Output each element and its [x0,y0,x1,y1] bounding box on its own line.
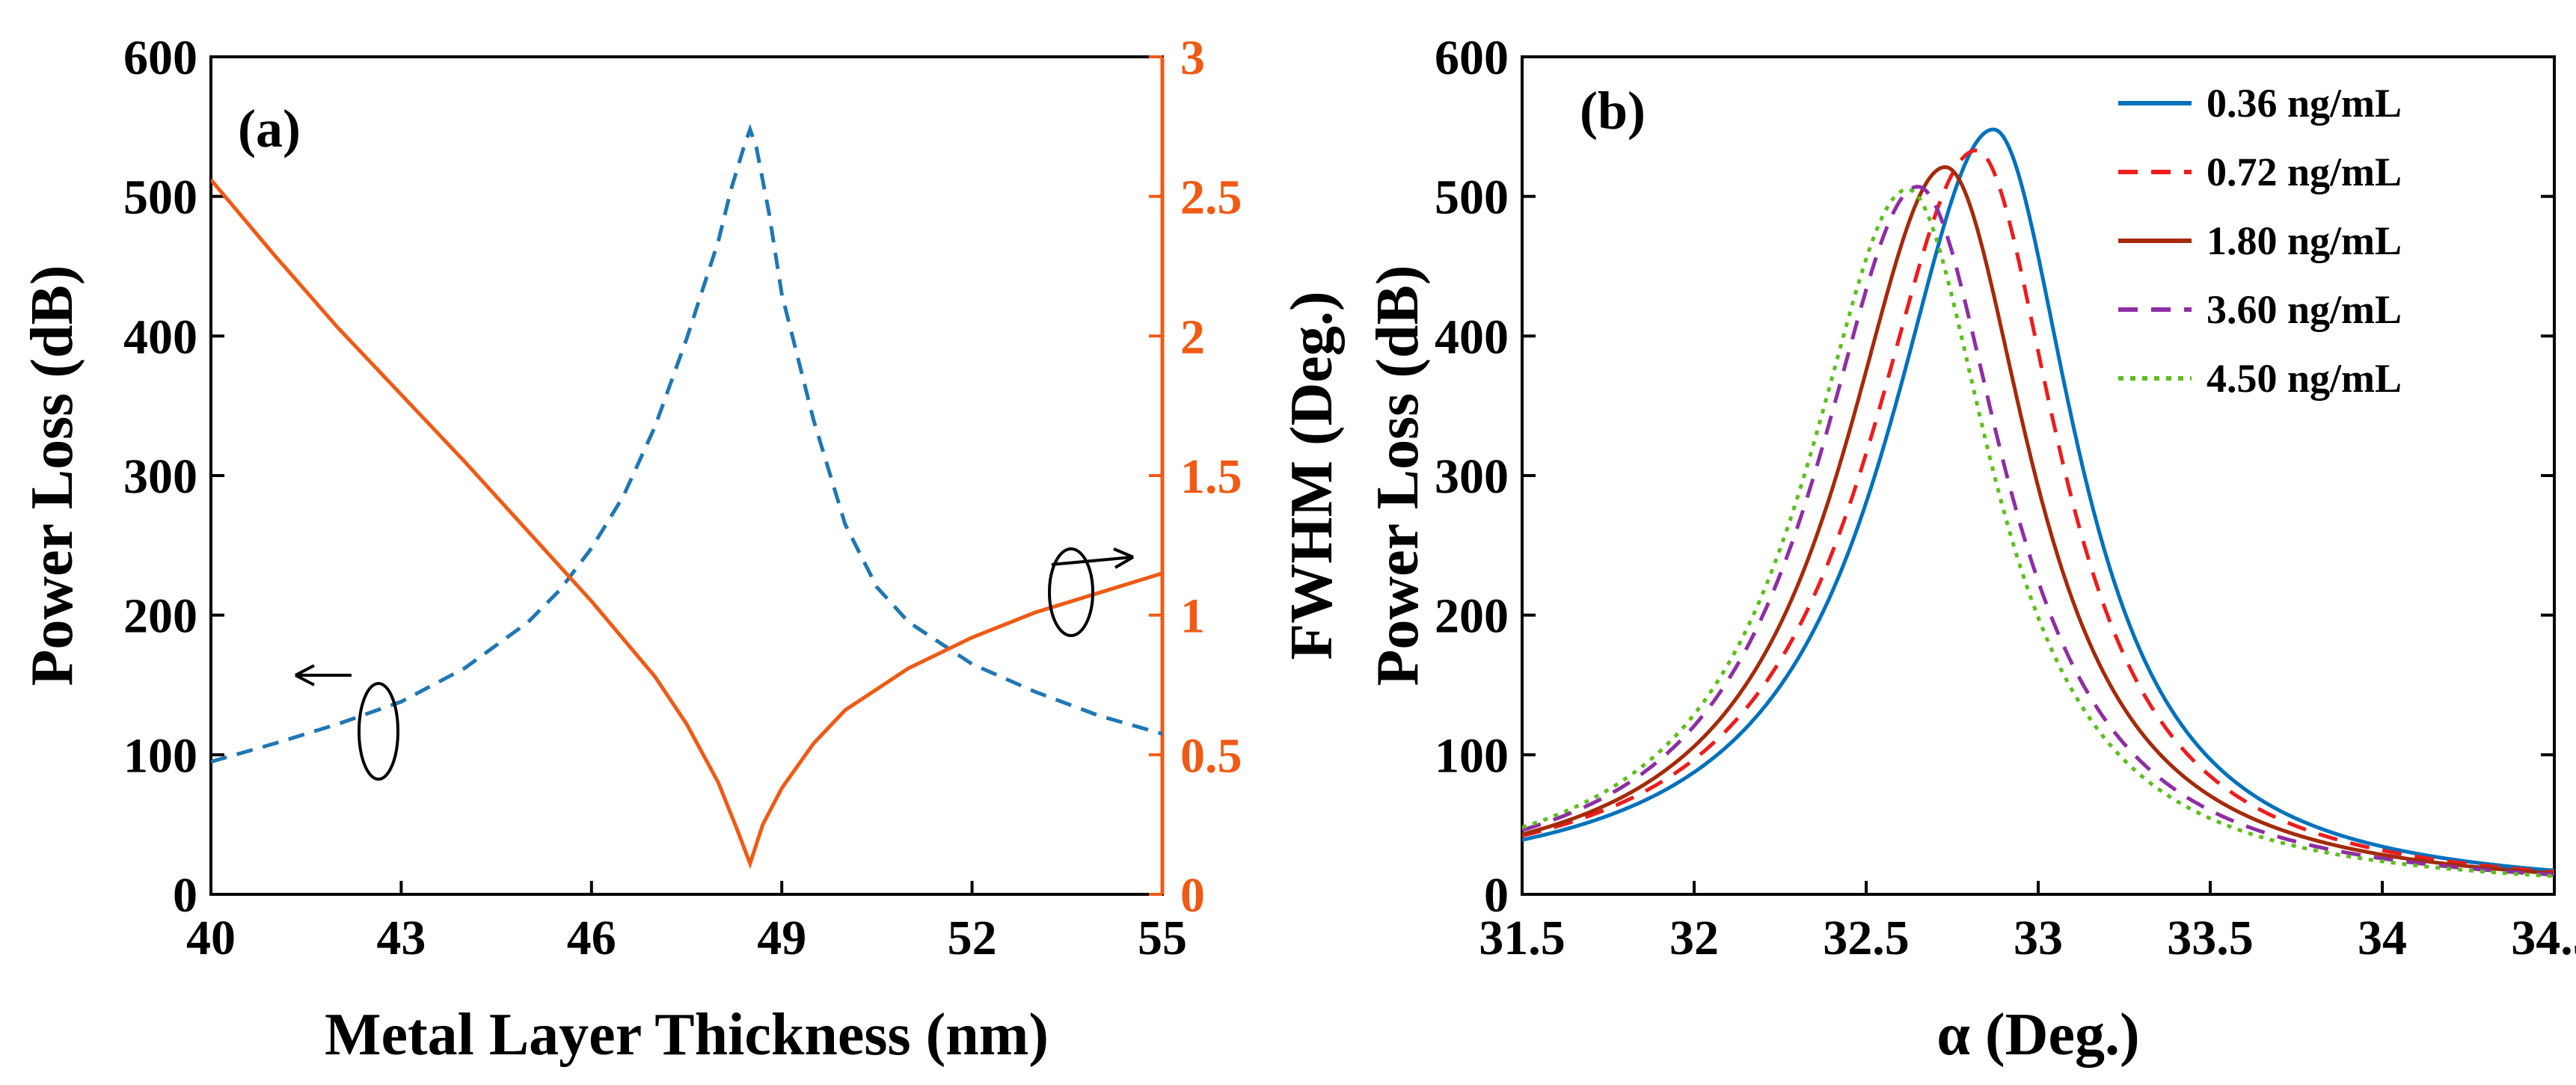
panel-b-x-tick-label: 33 [2014,911,2063,965]
panel-b-x-tick-label: 34.5 [2511,911,2576,965]
panel-a-y-tick-label: 0 [173,868,197,923]
panel-b-x-tick-label: 34 [2358,911,2407,965]
panel-b-x-tick-label: 32.5 [1823,911,1910,965]
panel-b-x-tick-label: 31.5 [1479,911,1565,965]
panel-a-y-tick-label: 300 [123,449,197,504]
panel-b-label: (b) [1580,81,1646,141]
series-line-power-loss [211,123,1162,764]
legend-item-label: 1.80 ng/mL [2207,218,2402,263]
panel-a-frame [209,55,1164,896]
legend-item-label: 0.72 ng/mL [2207,150,2402,194]
panel-a-y-axis-label: Power Loss (dB) [19,265,85,686]
panel-a-y-tick-label: 400 [123,310,197,364]
panel-b-y-tick-label: 600 [1435,31,1509,85]
panel-b-y-tick-label: 400 [1435,310,1509,364]
panel-b-y-tick-label: 100 [1435,728,1509,783]
panel-a-y2-tick-label: 1.5 [1180,449,1242,504]
series-line-3-60-ng-ml [1522,185,2554,877]
panel-a-y-tick-label: 200 [123,589,197,644]
panel-b-y-tick-label: 0 [1484,868,1509,923]
panel-b: 31.5 32 32.5 33 33.5 34 34.5 0 100 200 300 400 500 6… [1365,31,2576,1068]
panel-b-y-axis-label: Power Loss (dB) [1365,265,1431,686]
series-line-4-50-ng-ml [1522,187,2554,879]
panel-a-right-axis-label: FWHM (Deg.) [1279,291,1345,660]
panel-a-label: (a) [238,99,301,159]
panel-a-y2-tick-label: 0 [1180,868,1205,923]
series-line-fwhm [211,178,1162,870]
panel-b-x-tick-label: 33.5 [2167,911,2254,965]
panel-b-y-tick-label: 300 [1435,449,1509,504]
panel-a-x-tick-label: 52 [948,911,997,965]
arrow-right-annotation [1048,547,1135,637]
panel-a-x-tick-label: 43 [376,911,426,965]
panel-a-x-tick-label: 49 [757,911,806,965]
panel-a-x-tick-label: 40 [186,911,236,965]
panel-b-y-tick-label: 500 [1435,170,1509,225]
legend-item-label: 4.50 ng/mL [2207,356,2402,401]
legend: 0.36 ng/mL 0.72 ng/mL 1.80 ng/mL 3.60 ng/mL… [2118,81,2402,401]
panel-a-y-tick-label: 100 [123,728,197,783]
panel-a-x-tick-label: 55 [1138,911,1187,965]
legend-item-label: 0.36 ng/mL [2207,81,2402,126]
series-line-0-72-ng-ml [1522,148,2554,874]
panel-a-y2-tick-label: 2.5 [1180,170,1242,225]
panel-b-y-tick-label: 200 [1435,589,1509,644]
series-line-1-80-ng-ml [1522,165,2554,876]
panel-a-y-tick-label: 500 [123,170,197,225]
arrow-left-annotation [295,664,399,781]
panel-a-y2-tick-label: 1 [1180,589,1205,644]
panel-b-x-tick-label: 32 [1669,911,1719,965]
panel-a-y-tick-label: 600 [123,31,197,85]
legend-item-label: 3.60 ng/mL [2207,287,2402,332]
panel-a-x-tick-label: 46 [567,911,616,965]
panel-a: 40 43 46 49 52 55 0 100 200 300 400 500 600 0 0.5 1 1.… [19,31,1345,1068]
panel-a-y2-tick-label: 0.5 [1180,728,1242,783]
panel-b-x-axis-label: α (Deg.) [1936,1002,2139,1068]
panel-a-y2-tick-label: 2 [1180,310,1205,364]
panel-a-y2-tick-label: 3 [1180,31,1205,85]
panel-a-x-axis-label: Metal Layer Thickness (nm) [325,1002,1049,1068]
series-line-0-36-ng-ml [1522,127,2554,873]
